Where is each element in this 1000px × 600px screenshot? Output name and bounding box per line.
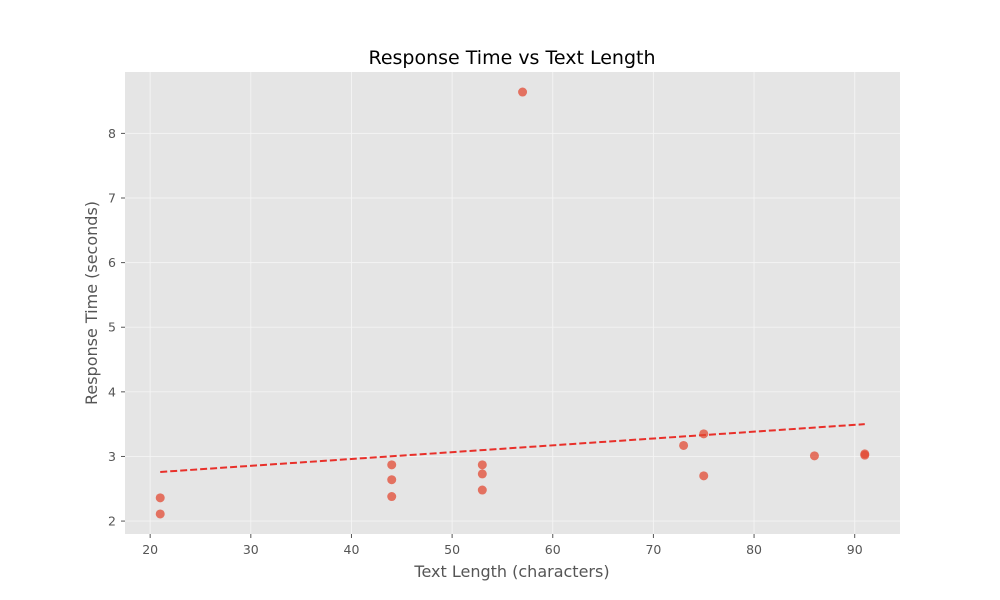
- data-point: [155, 509, 165, 519]
- x-tick-label: 90: [847, 542, 863, 557]
- plot-area: [125, 72, 900, 534]
- y-tick-label: 5: [108, 320, 116, 335]
- data-point: [155, 493, 165, 503]
- x-tick-label: 80: [746, 542, 762, 557]
- axis-ticks: 20 30 40 50 60 70 80 90 2 3 4 5 6 7 8: [108, 126, 863, 557]
- data-point: [387, 460, 397, 470]
- x-tick-label: 20: [142, 542, 158, 557]
- y-tick-label: 6: [108, 255, 116, 270]
- trend-line: [160, 423, 865, 473]
- x-tick-label: 60: [545, 542, 561, 557]
- y-tick-label: 7: [108, 191, 116, 206]
- data-point: [809, 451, 819, 461]
- y-tick-label: 8: [108, 126, 116, 141]
- y-tick-label: 4: [108, 384, 116, 399]
- data-point: [679, 440, 689, 450]
- data-point: [699, 471, 709, 481]
- data-point: [518, 87, 528, 97]
- x-tick-label: 50: [444, 542, 460, 557]
- data-point: [860, 450, 870, 460]
- data-point: [477, 460, 487, 470]
- data-point: [477, 485, 487, 495]
- x-tick-label: 40: [344, 542, 360, 557]
- x-axis-label: Text Length (characters): [413, 562, 609, 581]
- data-point: [387, 492, 397, 502]
- data-point: [477, 469, 487, 479]
- y-axis-label: Response Time (seconds): [82, 201, 101, 405]
- trend-line-layer: [160, 423, 865, 473]
- data-points: [155, 87, 870, 519]
- chart-title: Response Time vs Text Length: [368, 47, 655, 69]
- x-tick-label: 70: [645, 542, 661, 557]
- x-tick-label: 30: [243, 542, 259, 557]
- y-tick-label: 2: [108, 514, 116, 529]
- data-point: [387, 475, 397, 485]
- y-tick-label: 3: [108, 449, 116, 464]
- data-point: [699, 429, 709, 439]
- grid-lines: [125, 72, 900, 534]
